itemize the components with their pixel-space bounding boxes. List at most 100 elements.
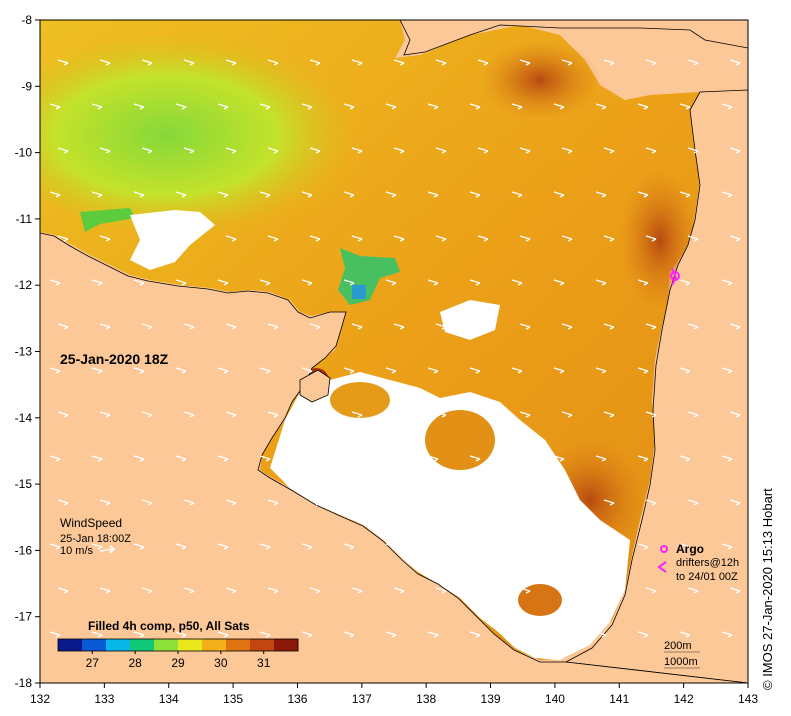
wind-arrow-icon — [301, 455, 313, 462]
wind-arrow-icon — [427, 631, 439, 638]
wind-arrow-icon — [679, 103, 691, 110]
wind-arrow-icon — [553, 191, 565, 198]
y-tick-label: -9 — [21, 79, 32, 93]
colorbar-segment — [226, 639, 251, 651]
wind-arrow-icon — [91, 103, 103, 110]
colorbar-segment — [154, 639, 179, 651]
wind-arrow-icon — [217, 191, 229, 198]
wind-arrow-icon — [519, 323, 531, 330]
date-label: 25-Jan-2020 18Z — [60, 351, 169, 367]
wind-arrow-icon — [217, 455, 229, 462]
wind-arrow-icon — [385, 279, 397, 286]
wind-arrow-icon — [595, 543, 607, 550]
wind-arrow-icon — [133, 631, 145, 638]
wind-arrow-icon — [645, 499, 657, 506]
wind-arrow-icon — [645, 587, 657, 594]
wind-arrow-icon — [351, 411, 363, 418]
wind-arrow-icon — [427, 543, 439, 550]
y-tick-label: -17 — [15, 610, 33, 624]
wind-arrow-icon — [469, 367, 481, 374]
wind-arrow-icon — [721, 191, 733, 198]
wind-arrow-icon — [217, 631, 229, 638]
y-tick-label: -16 — [15, 543, 33, 557]
wind-arrow-icon — [553, 367, 565, 374]
wind-arrow-icon — [351, 59, 363, 66]
wind-arrow-icon — [259, 543, 271, 550]
y-tick-label: -15 — [15, 477, 33, 491]
colorbar-ticks: 27 28 29 30 31 — [86, 651, 271, 670]
wind-arrow-icon — [99, 499, 111, 506]
wind-arrow-icon — [57, 147, 69, 154]
wind-arrow-icon — [511, 631, 523, 638]
wind-arrow-icon — [427, 279, 439, 286]
wind-arrow-icon — [553, 455, 565, 462]
wind-arrow-icon — [343, 631, 355, 638]
wind-arrow-icon — [385, 455, 397, 462]
wind-arrow-icon — [259, 191, 271, 198]
x-tick-label: 133 — [94, 692, 114, 706]
cool-patch — [80, 208, 135, 232]
wind-arrow-icon — [225, 323, 237, 330]
wind-arrow-icon — [679, 455, 691, 462]
wind-arrow-icon — [133, 367, 145, 374]
wind-arrow-icon — [637, 631, 649, 638]
wind-arrow-icon — [225, 499, 237, 506]
wind-arrow-icon — [49, 455, 61, 462]
wind-arrow-icon — [225, 59, 237, 66]
wind-arrow-icon — [217, 279, 229, 286]
wind-arrow-icon — [477, 59, 489, 66]
wind-arrow-icon — [49, 543, 61, 550]
wind-arrows — [49, 59, 741, 638]
wind-arrow-icon — [385, 543, 397, 550]
wind-arrow-icon — [49, 279, 61, 286]
wind-arrow-icon — [267, 235, 279, 242]
colorbar-tick-label: 28 — [128, 656, 142, 670]
legend-title: Filled 4h comp, p50, All Sats — [88, 619, 250, 633]
wind-arrow-icon — [687, 499, 699, 506]
x-axis: 132 133 134 135 136 137 138 139 140 141 142 143 — [30, 683, 758, 706]
wind-arrow-icon — [561, 235, 573, 242]
wind-arrow-icon — [561, 499, 573, 506]
wind-arrow-icon — [603, 499, 615, 506]
wind-arrow-icon — [645, 147, 657, 154]
x-tick-label: 139 — [481, 692, 501, 706]
wind-arrow-icon — [301, 543, 313, 550]
argo-legend-icon — [660, 545, 668, 553]
wind-arrow-icon — [175, 191, 187, 198]
wind-arrow-icon — [645, 235, 657, 242]
wind-arrow-icon — [175, 631, 187, 638]
wind-arrow-icon — [729, 323, 741, 330]
wind-arrow-icon — [91, 279, 103, 286]
wind-arrow-icon — [351, 499, 363, 506]
wind-arrow-icon — [393, 411, 405, 418]
wind-arrow-icon — [183, 235, 195, 242]
wind-arrow-icon — [133, 279, 145, 286]
wind-arrow-icon — [351, 147, 363, 154]
wind-arrow-icon — [141, 323, 153, 330]
wind-arrow-icon — [561, 323, 573, 330]
wind-arrow-icon — [141, 147, 153, 154]
wind-arrow-icon — [427, 103, 439, 110]
wind-arrow-icon — [511, 191, 523, 198]
wind-arrow-icon — [511, 279, 523, 286]
wind-arrow-icon — [645, 411, 657, 418]
wind-arrow-icon — [721, 103, 733, 110]
wind-arrow-icon — [267, 323, 279, 330]
wind-arrow-icon — [679, 279, 691, 286]
x-tick-label: 135 — [223, 692, 243, 706]
wind-arrow-icon — [637, 455, 649, 462]
wind-arrow-icon — [301, 103, 313, 110]
colorbar-segment — [202, 639, 227, 651]
wind-arrow-icon — [183, 587, 195, 594]
wind-arrow-icon — [519, 411, 531, 418]
wind-arrow-icon — [603, 323, 615, 330]
wind-arrow-icon — [175, 103, 187, 110]
y-tick-label: -12 — [15, 278, 33, 292]
wind-arrow-icon — [343, 103, 355, 110]
wind-arrow-icon — [385, 631, 397, 638]
wind-arrow-icon — [519, 147, 531, 154]
wind-arrow-icon — [57, 323, 69, 330]
wind-arrow-icon — [133, 543, 145, 550]
wind-arrow-icon — [141, 499, 153, 506]
wind-arrow-icon — [435, 411, 447, 418]
